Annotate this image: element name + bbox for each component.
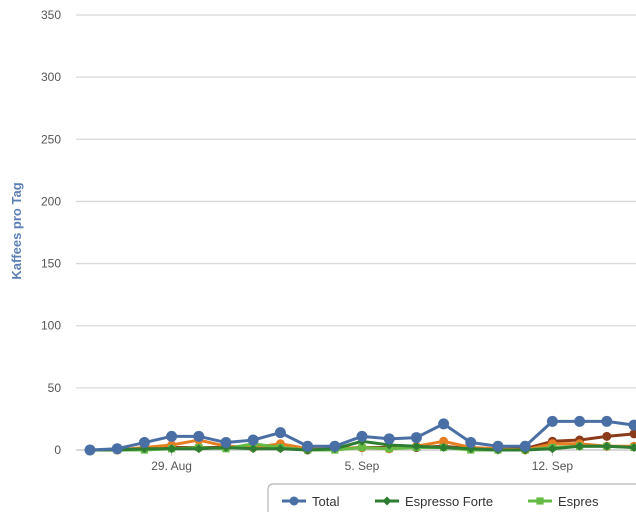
data-point[interactable] [220,437,232,449]
data-point[interactable] [546,415,558,427]
data-point[interactable] [247,434,259,446]
y-tick-label: 50 [48,381,62,395]
data-point[interactable] [302,440,314,452]
x-tick-label: 5. Sep [345,459,380,473]
data-point[interactable] [575,441,585,451]
data-point[interactable] [439,443,449,453]
legend-label: Espres [558,494,599,509]
data-point[interactable] [438,418,450,430]
data-point[interactable] [465,437,477,449]
data-point[interactable] [574,415,586,427]
data-point[interactable] [275,444,285,454]
data-point[interactable] [358,443,366,452]
x-tick-label: 29. Aug [151,459,192,473]
legend-item[interactable]: Espresso Forte [375,494,493,509]
y-tick-label: 100 [41,319,61,333]
legend[interactable]: Total Espresso Forte Espres [267,483,636,512]
y-tick-label: 150 [41,257,61,271]
data-point[interactable] [383,433,395,445]
legend-marker [289,496,299,506]
y-tick-label: 350 [41,8,61,22]
series-0 [84,415,636,456]
x-axis: 29. Aug 5. Sep 12. Sep [151,450,573,473]
data-point[interactable] [193,430,205,442]
data-point[interactable] [629,443,636,453]
y-tick-label: 0 [54,443,61,457]
data-point[interactable] [138,437,150,449]
data-point[interactable] [194,444,204,454]
y-axis-label: Kaffees pro Tag [9,182,24,279]
data-point[interactable] [329,440,341,452]
data-point[interactable] [602,441,612,451]
data-point[interactable] [248,444,258,454]
data-point[interactable] [601,415,613,427]
data-point[interactable] [84,444,96,456]
data-point[interactable] [274,427,286,439]
y-tick-label: 300 [41,70,61,84]
data-point[interactable] [411,441,421,451]
data-point[interactable] [111,443,123,455]
legend-label: Espresso Forte [405,494,493,509]
data-point[interactable] [356,430,368,442]
data-point[interactable] [602,431,612,441]
y-tick-label: 200 [41,194,61,208]
legend-marker [382,496,392,506]
legend-box [267,483,636,512]
data-point[interactable] [410,432,422,444]
data-point[interactable] [628,419,636,431]
series-layer [84,415,636,456]
y-axis: 0 50 100 150 200 250 300 350 [41,8,61,457]
data-point[interactable] [629,429,636,439]
legend-item[interactable]: Total [282,494,340,509]
legend-item[interactable]: Espres [528,494,599,509]
y-tick-label: 250 [41,132,61,146]
data-point[interactable] [439,436,449,446]
data-point[interactable] [166,430,178,442]
data-point[interactable] [519,440,531,452]
grid [76,14,636,451]
x-tick-label: 12. Sep [532,459,574,473]
legend-marker [536,497,544,505]
data-point[interactable] [547,444,557,454]
legend-label: Total [312,494,340,509]
data-point[interactable] [492,440,504,452]
data-point[interactable] [167,444,177,454]
